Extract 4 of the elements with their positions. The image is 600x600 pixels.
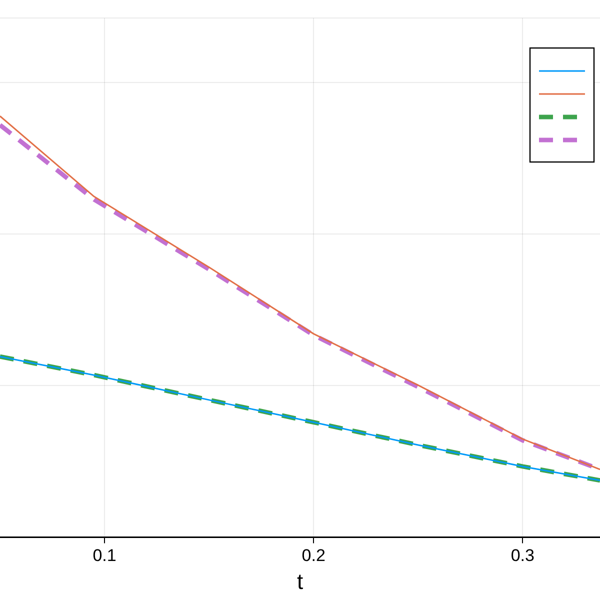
x-tick-label: 0.1 (92, 546, 116, 566)
x-axis-title: t (296, 568, 304, 594)
x-tick-label: 0.2 (302, 546, 326, 566)
x-tick-label: 0.3 (510, 546, 534, 566)
